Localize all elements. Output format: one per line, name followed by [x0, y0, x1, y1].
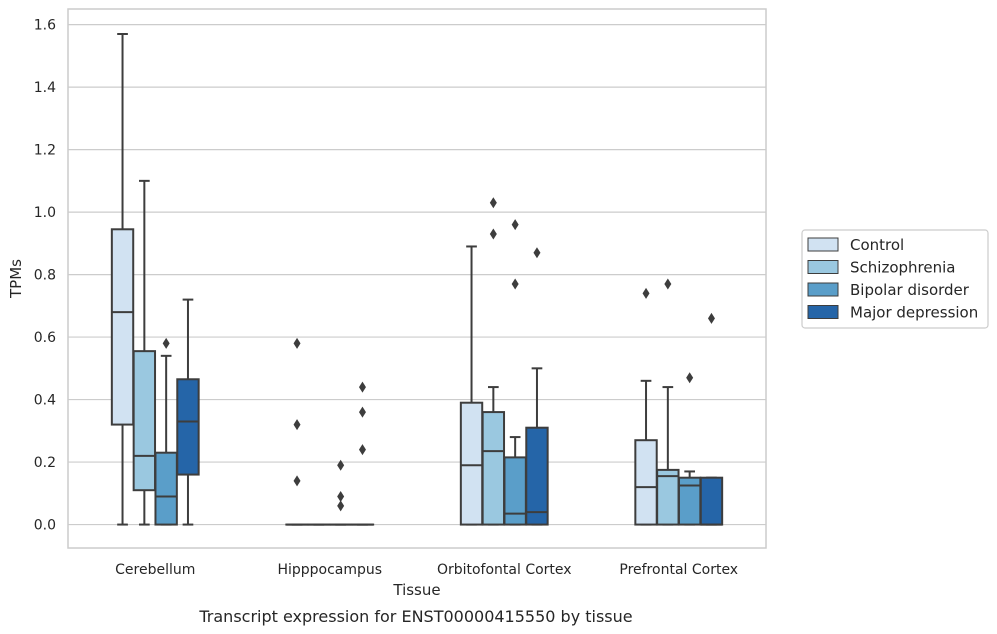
box-major-depression [176, 298, 200, 526]
y-tick-label: 0.4 [34, 393, 56, 409]
x-tick-label: Cerebellum [115, 562, 195, 578]
outlier-point [337, 490, 345, 502]
x-tick-label: Prefrontal Cortex [619, 562, 738, 578]
y-tick-label: 1.0 [34, 205, 56, 221]
y-axis-label: TPMs [7, 259, 25, 299]
legend-label: Major depression [850, 304, 978, 322]
legend-swatch [807, 237, 839, 252]
box-body [459, 401, 484, 526]
outlier-point [489, 197, 497, 209]
outlier-point [293, 475, 301, 487]
legend-label: Bipolar disorder [850, 281, 970, 299]
outlier-point [664, 278, 672, 290]
box-body [154, 451, 178, 526]
outlier-point [358, 406, 366, 418]
box-bipolar-disorder [328, 459, 353, 526]
outlier-point [489, 228, 497, 240]
legend: Control Schizophrenia Bipolar disorder Majo… [801, 229, 989, 329]
plot-frame [67, 8, 767, 549]
box-body [110, 228, 135, 426]
x-tick-label: Hipppocampus [277, 562, 382, 578]
outlier-point [162, 337, 170, 349]
outlier-point [511, 219, 519, 231]
box-body [525, 426, 549, 526]
outlier-point [337, 459, 345, 471]
box-body [176, 378, 200, 476]
box-body [132, 350, 157, 492]
y-tick-labels: 0.0 0.2 0.4 0.6 0.8 1.0 1.2 1.4 1.6 [34, 18, 56, 534]
outlier-point [533, 247, 541, 259]
box-bipolar-disorder [154, 337, 178, 526]
legend-swatch [807, 282, 839, 297]
box-control [634, 287, 658, 526]
outlier-point [511, 278, 519, 290]
outlier-point [337, 500, 345, 512]
outlier-point [293, 337, 301, 349]
y-tick-label: 0.2 [34, 455, 56, 471]
outlier-point [293, 419, 301, 431]
x-axis-label: Tissue [392, 581, 440, 599]
x-tick-labels: Cerebellum Hipppocampus Orbitofontal Corte… [115, 562, 738, 578]
box-schizophrenia [656, 278, 680, 526]
box-major-depression [350, 381, 375, 526]
legend-label: Control [850, 236, 904, 254]
y-tick-label: 0.8 [34, 268, 56, 284]
chart-caption: Transcript expression for ENST0000041555… [198, 607, 632, 626]
box-body [634, 439, 658, 526]
legend-swatch [807, 260, 839, 274]
outlier-point [686, 372, 694, 384]
outlier-point [707, 312, 715, 324]
box-major-depression [699, 312, 724, 526]
y-tick-label: 0.6 [34, 330, 56, 346]
y-tick-label: 1.6 [34, 18, 56, 34]
boxes [110, 32, 724, 526]
box-body [656, 468, 680, 526]
box-body [699, 476, 724, 526]
outlier-point [358, 381, 366, 393]
box-body [481, 411, 506, 526]
outlier-point [642, 287, 650, 299]
box-major-depression [525, 247, 549, 526]
legend-label: Schizophrenia [850, 259, 955, 277]
y-tick-label: 0.0 [34, 518, 56, 534]
legend-swatch [807, 305, 839, 319]
box-schizophrenia [132, 179, 157, 526]
legend-frame [801, 229, 989, 329]
outlier-point [358, 444, 366, 456]
y-tick-label: 1.4 [34, 80, 56, 96]
x-tick-label: Orbitofontal Cortex [437, 562, 572, 578]
y-tick-label: 1.2 [34, 143, 56, 159]
box-control [110, 32, 135, 526]
